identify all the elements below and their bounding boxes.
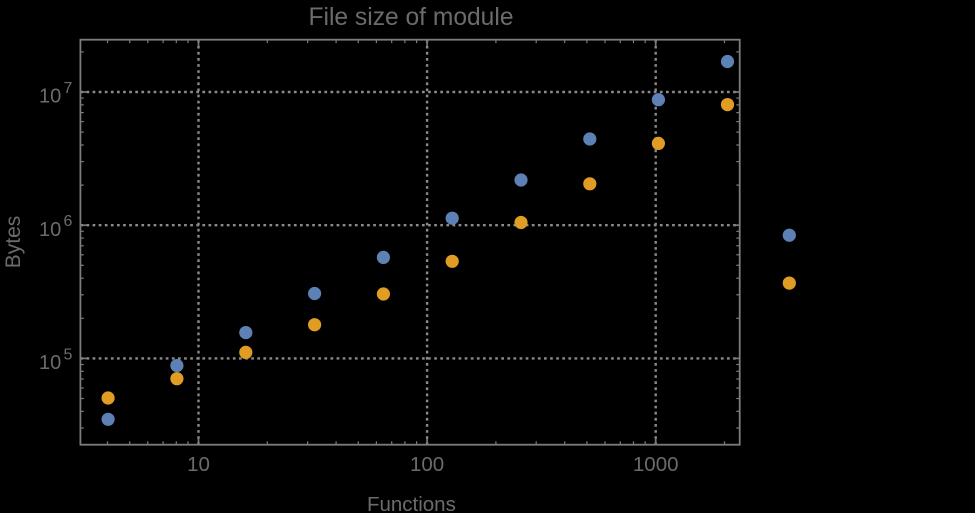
svg-text:7: 7	[64, 80, 73, 97]
svg-text:10: 10	[187, 453, 210, 476]
svg-text:5: 5	[64, 346, 73, 363]
svg-text:Functions: Functions	[367, 493, 456, 513]
svg-text:10: 10	[39, 219, 61, 241]
svg-text:10: 10	[39, 86, 61, 108]
svg-text:6: 6	[64, 213, 73, 230]
svg-text:File size of module: File size of module	[308, 4, 513, 31]
svg-text:10: 10	[39, 352, 61, 374]
svg-text:100: 100	[410, 453, 444, 476]
svg-text:Bytes: Bytes	[2, 216, 25, 269]
svg-text:1000: 1000	[633, 453, 679, 476]
